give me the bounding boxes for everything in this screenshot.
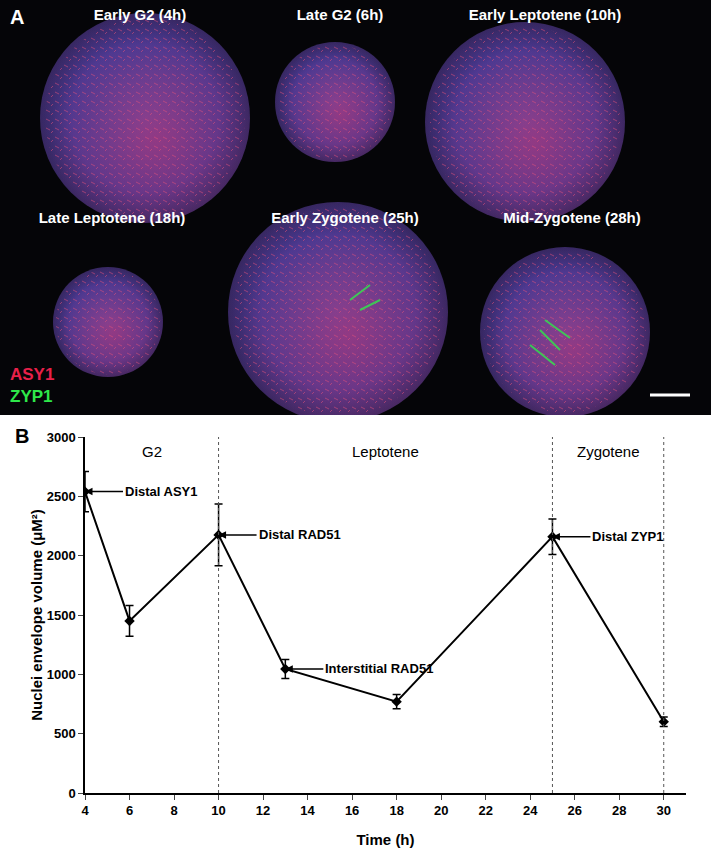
svg-text:Nuclei envelope volume (μM²): Nuclei envelope volume (μM²) [28, 509, 45, 721]
svg-text:22: 22 [478, 803, 492, 818]
svg-text:Zygotene: Zygotene [577, 443, 640, 460]
svg-text:26: 26 [567, 803, 581, 818]
svg-text:0: 0 [68, 786, 75, 801]
svg-text:Late G2 (6h): Late G2 (6h) [297, 6, 384, 23]
svg-text:24: 24 [523, 803, 538, 818]
svg-text:Distal RAD51: Distal RAD51 [259, 527, 341, 542]
svg-text:28: 28 [612, 803, 626, 818]
svg-text:1000: 1000 [47, 667, 76, 682]
svg-text:Early Leptotene (10h): Early Leptotene (10h) [469, 6, 622, 23]
svg-text:B: B [15, 425, 29, 447]
svg-text:Mid-Zygotene (28h): Mid-Zygotene (28h) [503, 209, 641, 226]
svg-text:Interstitial RAD51: Interstitial RAD51 [325, 661, 433, 676]
svg-text:1500: 1500 [47, 608, 76, 623]
svg-text:A: A [10, 6, 24, 28]
svg-text:6: 6 [126, 803, 133, 818]
svg-text:Early G2 (4h): Early G2 (4h) [94, 6, 187, 23]
svg-text:16: 16 [345, 803, 359, 818]
svg-text:G2: G2 [142, 443, 162, 460]
svg-text:30: 30 [657, 803, 671, 818]
svg-text:2500: 2500 [47, 489, 76, 504]
svg-text:10: 10 [211, 803, 225, 818]
svg-text:Distal ZYP1: Distal ZYP1 [592, 529, 664, 544]
svg-text:Early Zygotene (25h): Early Zygotene (25h) [271, 209, 419, 226]
svg-text:12: 12 [256, 803, 270, 818]
svg-text:18: 18 [389, 803, 403, 818]
svg-text:2000: 2000 [47, 548, 76, 563]
svg-text:Distal ASY1: Distal ASY1 [125, 484, 198, 499]
svg-text:ASY1: ASY1 [10, 365, 54, 384]
svg-text:20: 20 [434, 803, 448, 818]
svg-text:ZYP1: ZYP1 [10, 387, 53, 406]
svg-text:Time (h): Time (h) [356, 831, 414, 848]
svg-text:8: 8 [170, 803, 177, 818]
svg-text:Leptotene: Leptotene [352, 443, 419, 460]
svg-text:4: 4 [81, 803, 89, 818]
svg-text:500: 500 [54, 726, 76, 741]
svg-text:3000: 3000 [47, 430, 76, 445]
svg-text:Late Leptotene (18h): Late Leptotene (18h) [39, 209, 186, 226]
svg-text:14: 14 [300, 803, 315, 818]
